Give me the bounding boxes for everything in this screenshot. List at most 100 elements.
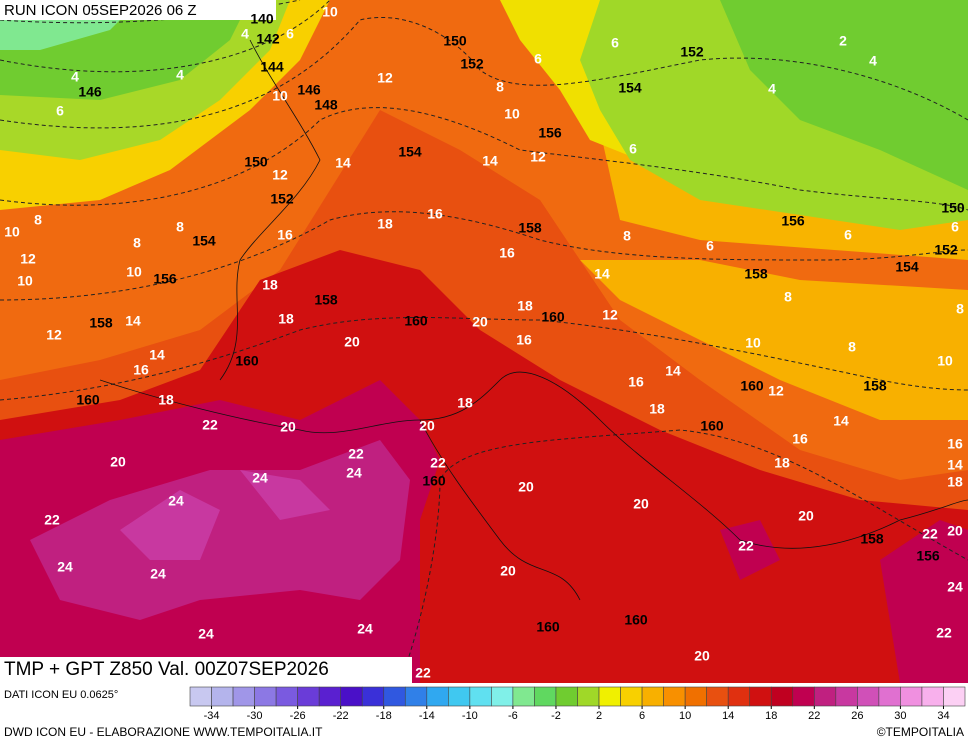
temperature-label: 22 [430, 455, 446, 471]
colorbar-swatch [297, 686, 320, 707]
height-label: 154 [618, 80, 642, 96]
height-label: 148 [314, 97, 338, 113]
temperature-label: 4 [176, 67, 184, 83]
temperature-label: 18 [517, 298, 533, 314]
temperature-label: 6 [534, 51, 542, 67]
temperature-label: 10 [17, 273, 33, 289]
colorbar-swatch [620, 686, 643, 707]
temperature-label: 14 [335, 155, 351, 171]
colorbar-swatch [232, 686, 255, 707]
colorbar-swatch [878, 686, 901, 707]
colorbar: -34 -30 -26 -22 -18 -14 -10 -6 -2 2 6 10 14 18 22 26 30 3… [189, 686, 966, 722]
temperature-label: 14 [482, 153, 498, 169]
height-label: 158 [744, 266, 768, 282]
temperature-label: 14 [594, 266, 610, 282]
height-label: 158 [860, 531, 884, 547]
colorbar-swatch [727, 686, 751, 707]
colorbar-swatch [706, 686, 729, 707]
colorbar-swatch [663, 686, 686, 707]
colorbar-tick-label: 30 [894, 710, 906, 722]
temperature-label: 20 [798, 508, 814, 524]
run-box [0, 0, 276, 20]
colorbar-swatch [404, 686, 428, 707]
colorbar-swatch [900, 686, 923, 707]
colorbar-swatch [491, 686, 514, 707]
temperature-label: 12 [602, 307, 618, 323]
magenta-core [120, 470, 330, 560]
colorbar-tick-label: -34 [204, 710, 220, 722]
temperature-label: 20 [500, 563, 516, 579]
height-label: 160 [536, 619, 560, 635]
colorbar-swatch [534, 686, 557, 707]
temperature-label: 20 [344, 334, 360, 350]
height-label: 154 [192, 233, 216, 249]
crimson-east [720, 520, 968, 683]
temperature-label: 16 [277, 227, 293, 243]
height-label: 160 [541, 309, 565, 325]
temperature-label: 20 [472, 314, 488, 330]
temperature-label: 16 [499, 245, 515, 261]
temperature-label: 20 [280, 419, 296, 435]
colorbar-tick-label: 22 [808, 710, 820, 722]
height-label: 158 [89, 315, 113, 331]
temperature-label: 18 [774, 455, 790, 471]
colorbar-tick-label: -26 [290, 710, 306, 722]
temperature-label: 8 [784, 289, 792, 305]
temperature-label: 16 [947, 436, 963, 452]
height-label: 154 [398, 144, 422, 160]
colorbar-tick-label: -10 [462, 710, 478, 722]
colorbar-swatch [749, 686, 772, 707]
temperature-label: 16 [628, 374, 644, 390]
height-label: 152 [270, 191, 294, 207]
colorbar-tick-label: 14 [722, 710, 734, 722]
colorbar-tick-label: 18 [765, 710, 777, 722]
temperature-label: 18 [457, 395, 473, 411]
height-label: 154 [895, 259, 919, 275]
temperature-label: 6 [844, 227, 852, 243]
height-label: 156 [781, 213, 805, 229]
temperature-label: 18 [158, 392, 174, 408]
temperature-label: 18 [278, 311, 294, 327]
temperature-label: 6 [286, 26, 294, 42]
colorbar-swatch [254, 686, 277, 707]
contour [0, 317, 968, 401]
height-label: 160 [404, 313, 428, 329]
temperature-label: 6 [56, 103, 64, 119]
height-label: 160 [76, 392, 100, 408]
height-label: 158 [518, 220, 542, 236]
temperature-label: 12 [768, 383, 784, 399]
height-label: 142 [256, 31, 280, 47]
temperature-label: 8 [176, 219, 184, 235]
temperature-label: 12 [272, 167, 288, 183]
colorbar-swatch [211, 686, 234, 707]
temperature-label: 8 [623, 228, 631, 244]
temperature-label: 10 [4, 224, 20, 240]
map-title: TMP + GPT Z850 Val. 00Z07SEP2026 [4, 659, 329, 680]
colorbar-swatch [598, 686, 621, 707]
temperature-label: 10 [504, 106, 520, 122]
temperature-label: 14 [947, 457, 963, 473]
brand-label: ©TEMPOITALIA [877, 725, 964, 739]
height-label: 160 [740, 378, 764, 394]
colorbar-swatch [512, 686, 535, 707]
temperature-label: 22 [44, 512, 60, 528]
colorbar-swatch [189, 686, 212, 707]
magenta-zone [30, 440, 410, 620]
temperature-label: 24 [198, 626, 214, 642]
coastlines [99, 39, 968, 601]
credit-label: DWD ICON EU - ELABORAZIONE WWW.TEMPOITAL… [4, 725, 323, 739]
temperature-label: 10 [126, 264, 142, 280]
colorbar-tick-label: 10 [679, 710, 691, 722]
colorbar-swatch [469, 686, 492, 707]
colorbar-tick-label: -6 [508, 710, 518, 722]
height-label: 140 [250, 11, 274, 27]
temperature-label: 14 [665, 363, 681, 379]
colorbar-swatch [361, 686, 385, 707]
temperature-label: 16 [133, 362, 149, 378]
coast [419, 419, 581, 601]
colorbar-swatch [792, 686, 815, 707]
temperature-label: 10 [937, 353, 953, 369]
temperature-label: 8 [496, 79, 504, 95]
